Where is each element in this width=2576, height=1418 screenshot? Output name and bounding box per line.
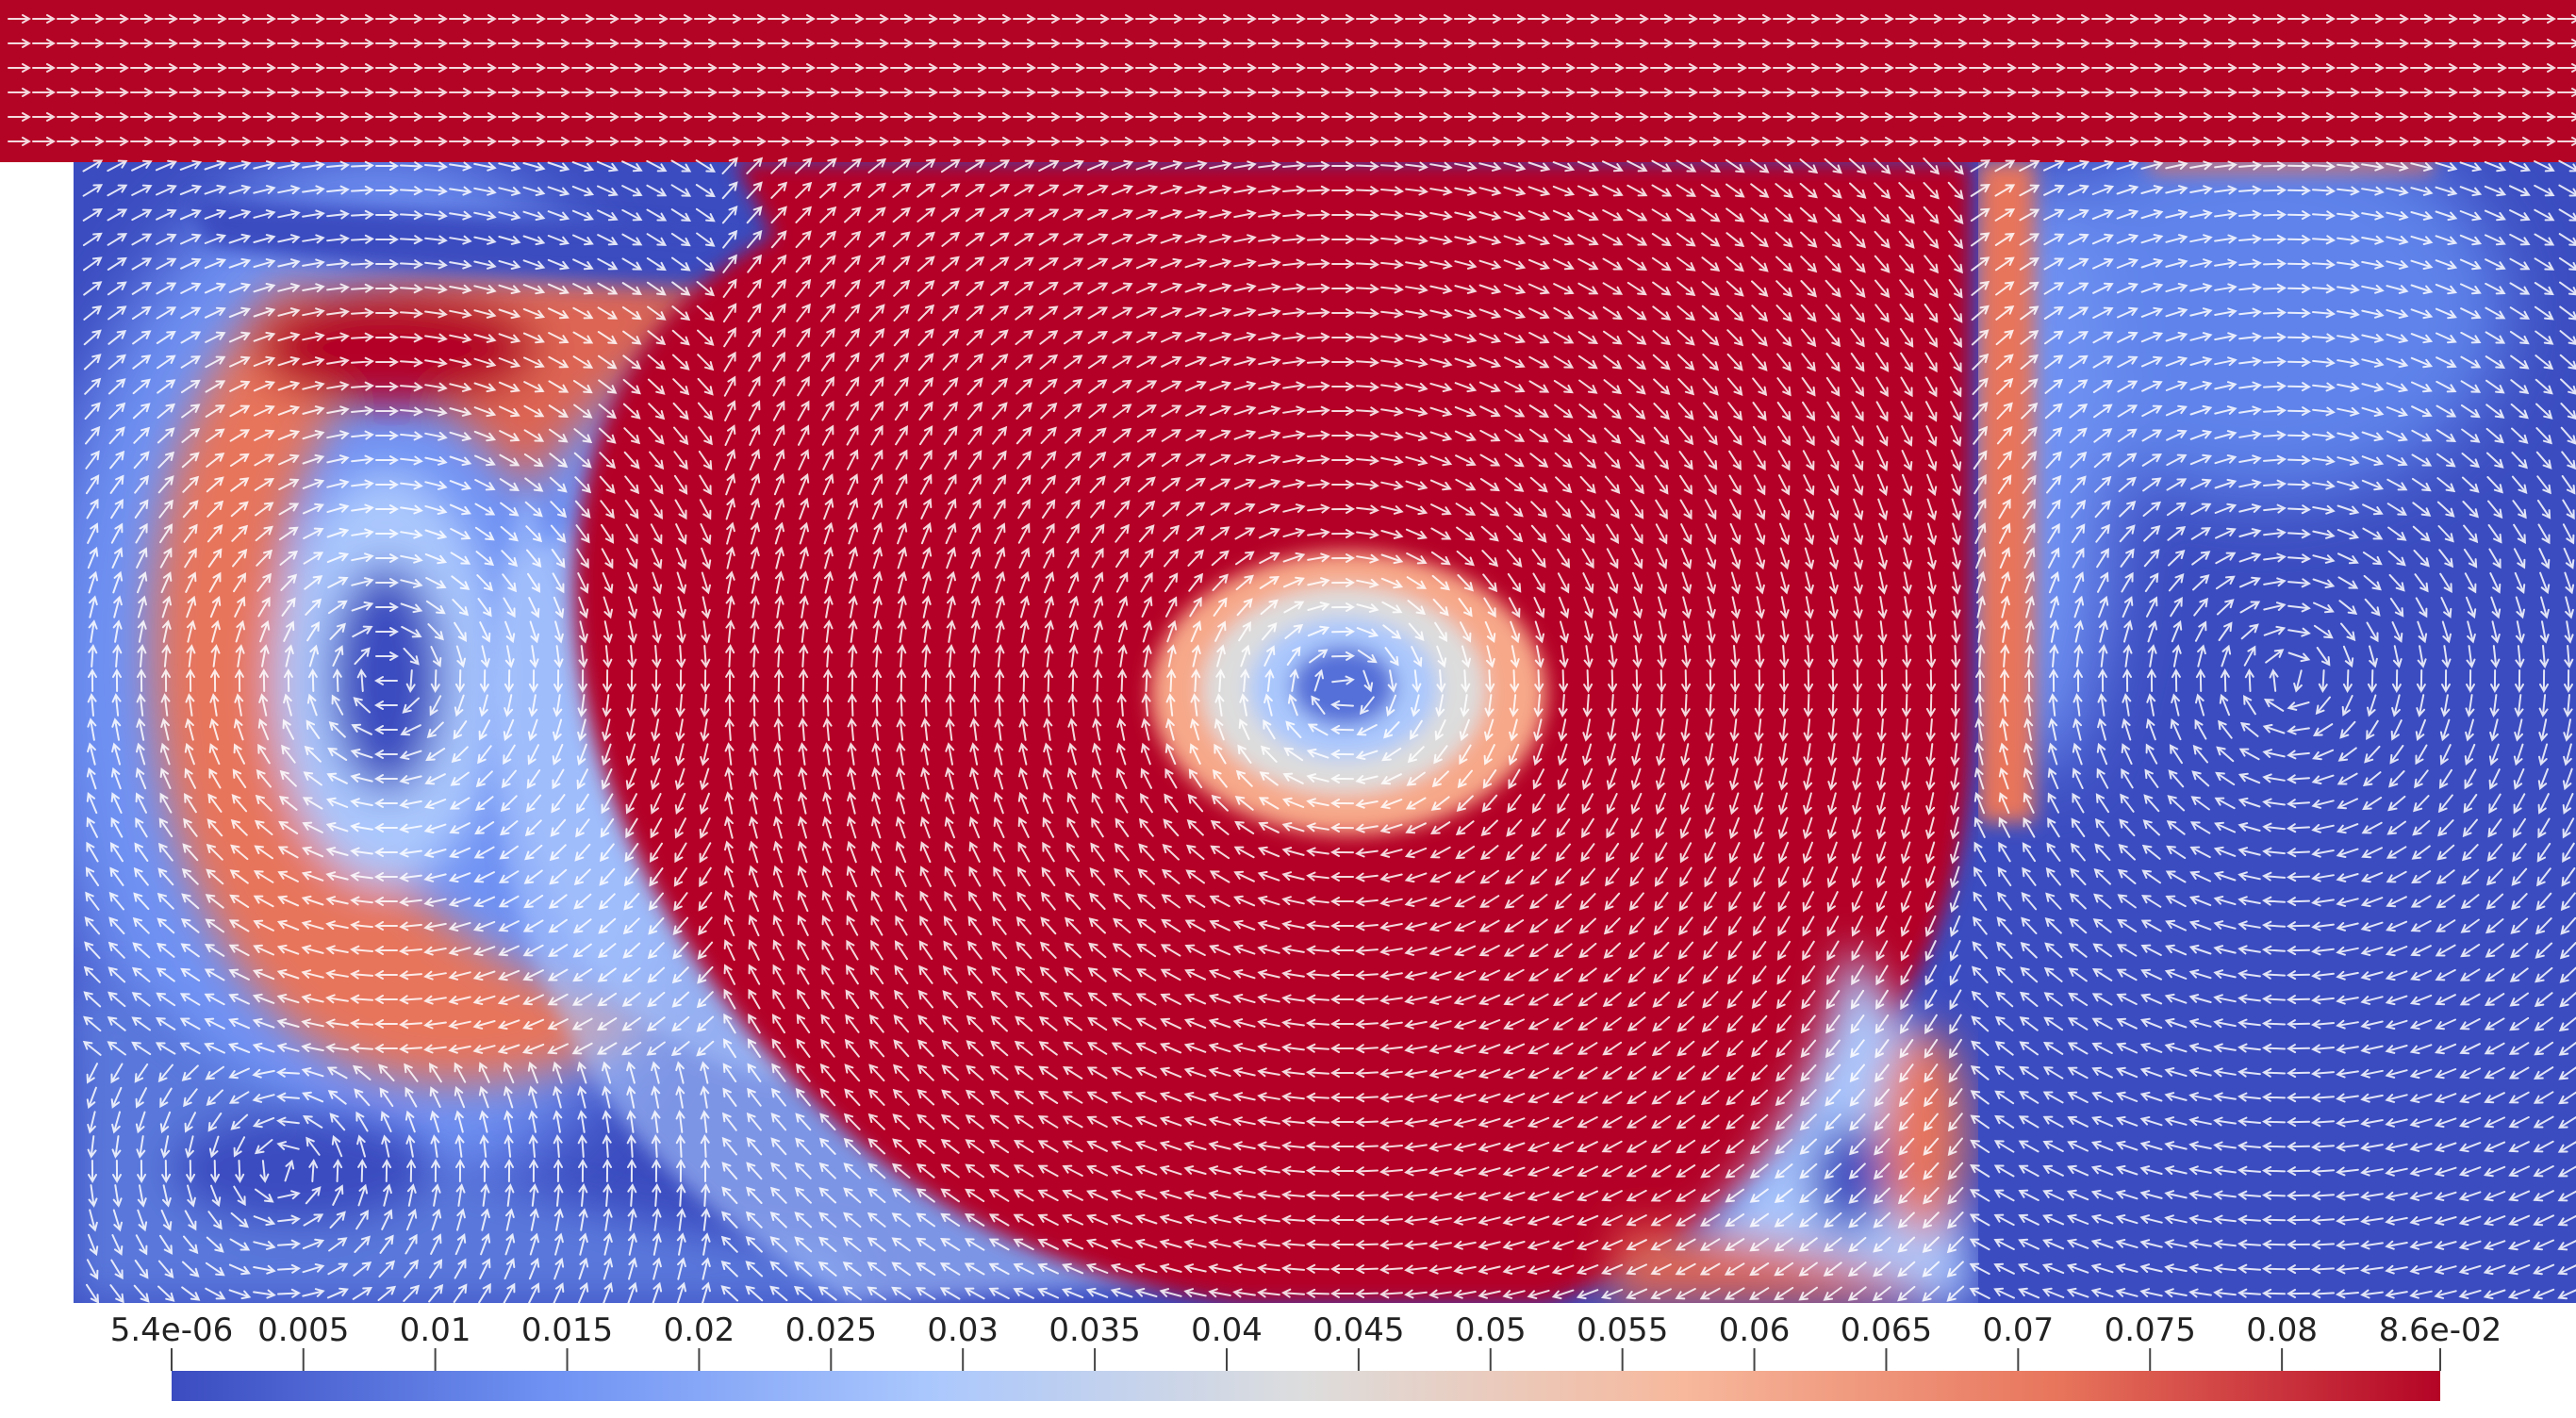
colorbar-tick-label-2: 0.01 <box>400 1311 471 1349</box>
colorbar-tick-label-13: 0.065 <box>1841 1311 1932 1349</box>
colorbar-tick-label-10: 0.05 <box>1455 1311 1527 1349</box>
colorbar-tick-label-14: 0.07 <box>1982 1311 2054 1349</box>
colorbar-tick-label-7: 0.035 <box>1049 1311 1140 1349</box>
colorbar-ticks <box>171 1348 2441 1371</box>
colorbar-tick-label-0: 5.4e-06 <box>110 1311 234 1349</box>
colorbar-tick-label-11: 0.055 <box>1577 1311 1668 1349</box>
colorbar-tick-label-8: 0.04 <box>1191 1311 1263 1349</box>
colorbar-tick-label-3: 0.015 <box>521 1311 613 1349</box>
colorbar-tick-label-5: 0.025 <box>785 1311 877 1349</box>
colorbar-tick-label-6: 0.03 <box>927 1311 999 1349</box>
arrow-glyph-field <box>8 14 2576 1303</box>
colorbar-tick-label-17: 8.6e-02 <box>2379 1311 2502 1349</box>
colorbar: 5.4e-06 0.005 0.01 0.015 0.02 0.025 0.03 0.035 0… <box>110 1311 2502 1401</box>
left-cavity <box>74 162 1978 1303</box>
top-channel <box>0 0 2576 162</box>
colorbar-tick-label-16: 0.08 <box>2246 1311 2318 1349</box>
colorbar-tick-label-15: 0.075 <box>2105 1311 2196 1349</box>
domain-exterior <box>0 162 74 1303</box>
colorbar-strip <box>172 1371 2440 1401</box>
colorbar-tick-label-4: 0.02 <box>664 1311 735 1349</box>
colorbar-tick-label-12: 0.06 <box>1719 1311 1791 1349</box>
colorbar-tick-label-9: 0.045 <box>1313 1311 1404 1349</box>
colorbar-tick-label-1: 0.005 <box>257 1311 349 1349</box>
velocity-glyphs <box>8 14 2576 1303</box>
right-cavity <box>1978 162 2576 1303</box>
colorbar-tick-labels: 5.4e-06 0.005 0.01 0.015 0.02 0.025 0.03 0.035 0… <box>110 1311 2502 1349</box>
